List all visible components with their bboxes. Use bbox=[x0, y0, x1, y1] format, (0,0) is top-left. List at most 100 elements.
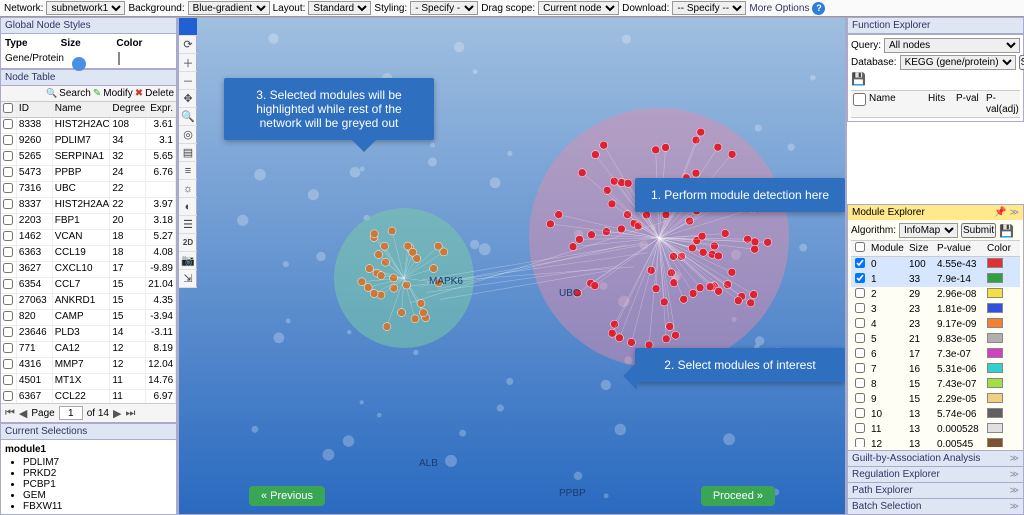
table-row[interactable]: 6354CCL71521.04 bbox=[1, 278, 176, 294]
module-checkbox[interactable] bbox=[855, 273, 865, 283]
list-item[interactable]: PRKD2 bbox=[23, 468, 172, 479]
module-checkbox[interactable] bbox=[855, 438, 865, 447]
row-checkbox[interactable] bbox=[3, 375, 13, 385]
color-swatch[interactable] bbox=[118, 52, 120, 65]
table-row[interactable]: 3627CXCL1017-9.89 bbox=[1, 262, 176, 278]
list-item[interactable]: PDLIM7 bbox=[23, 457, 172, 468]
module-row[interactable]: 2292.96e-08 bbox=[851, 287, 1020, 302]
proceed-button[interactable]: Proceed » bbox=[701, 486, 775, 506]
collapse-icon[interactable]: ≫ bbox=[1010, 207, 1019, 217]
table-row[interactable]: 27063ANKRD1154.35 bbox=[1, 294, 176, 310]
table-row[interactable]: 2203FBP1203.18 bbox=[1, 214, 176, 230]
module-row[interactable]: 10135.74e-06 bbox=[851, 407, 1020, 422]
table-row[interactable]: 4501MT1X1114.76 bbox=[1, 374, 176, 390]
row-checkbox[interactable] bbox=[3, 199, 13, 209]
module-checkbox[interactable] bbox=[855, 288, 865, 298]
last-page-button[interactable]: ⏭ bbox=[125, 407, 135, 420]
collapsed-panel[interactable]: Batch Selection≫ bbox=[847, 499, 1024, 515]
module-row[interactable]: 4239.17e-09 bbox=[851, 317, 1020, 332]
network-select[interactable]: subnetwork1 bbox=[46, 1, 125, 15]
module-checkbox[interactable] bbox=[855, 318, 865, 328]
previous-button[interactable]: « Previous bbox=[249, 486, 325, 506]
module-row[interactable]: 8157.43e-07 bbox=[851, 377, 1020, 392]
module-row[interactable]: 9152.29e-05 bbox=[851, 392, 1020, 407]
fe-select-all[interactable] bbox=[853, 93, 866, 106]
col-name[interactable]: Name bbox=[53, 102, 111, 117]
list-item[interactable]: GEM bbox=[23, 490, 172, 501]
module-checkbox[interactable] bbox=[855, 408, 865, 418]
row-checkbox[interactable] bbox=[3, 231, 13, 241]
col-degree[interactable]: Degree bbox=[110, 102, 146, 117]
search-button[interactable]: Search bbox=[46, 88, 91, 99]
row-checkbox[interactable] bbox=[3, 215, 13, 225]
table-row[interactable]: 6363CCL19184.08 bbox=[1, 246, 176, 262]
module-row[interactable]: 5219.83e-05 bbox=[851, 332, 1020, 347]
table-row[interactable]: 5265SERPINA1325.65 bbox=[1, 150, 176, 166]
prev-page-button[interactable]: ◀ bbox=[19, 407, 27, 420]
module-checkbox[interactable] bbox=[855, 303, 865, 313]
row-checkbox[interactable] bbox=[3, 311, 13, 321]
fe-submit-button[interactable]: Submit bbox=[1019, 55, 1024, 70]
table-row[interactable]: 8338HIST2H2AC1083.61 bbox=[1, 118, 176, 134]
select-all-checkbox[interactable] bbox=[3, 103, 13, 113]
row-checkbox[interactable] bbox=[3, 263, 13, 273]
col-expr[interactable]: Expr. bbox=[146, 102, 176, 117]
query-select[interactable]: All nodes bbox=[884, 38, 1020, 53]
layout-select[interactable]: Standard bbox=[308, 1, 371, 15]
table-row[interactable]: 6367CCL22116.97 bbox=[1, 390, 176, 403]
row-checkbox[interactable] bbox=[3, 295, 13, 305]
row-checkbox[interactable] bbox=[3, 247, 13, 257]
collapsed-panel[interactable]: Path Explorer≫ bbox=[847, 483, 1024, 499]
current-selections-header[interactable]: Current Selections bbox=[0, 423, 177, 440]
row-checkbox[interactable] bbox=[3, 183, 13, 193]
more-options-link[interactable]: More Options bbox=[749, 3, 809, 14]
table-row[interactable]: 820CAMP15-3.94 bbox=[1, 310, 176, 326]
list-item[interactable]: FBXW11 bbox=[23, 501, 172, 512]
col-id[interactable]: ID bbox=[17, 102, 53, 117]
node-table-header[interactable]: Node Table bbox=[0, 69, 177, 86]
modify-button[interactable]: Modify bbox=[93, 88, 133, 99]
help-icon[interactable]: ? bbox=[812, 2, 825, 15]
module-row[interactable]: 3231.81e-09 bbox=[851, 302, 1020, 317]
function-explorer-header[interactable]: Function Explorer bbox=[847, 17, 1024, 34]
module-checkbox[interactable] bbox=[855, 348, 865, 358]
table-row[interactable]: 8337HIST2H2AA3223.97 bbox=[1, 198, 176, 214]
download-select[interactable]: -- Specify -- bbox=[672, 1, 746, 15]
table-row[interactable]: 23646PLD314-3.11 bbox=[1, 326, 176, 342]
row-checkbox[interactable] bbox=[3, 327, 13, 337]
module-row[interactable]: 01004.55e-43 bbox=[851, 257, 1020, 272]
table-row[interactable]: 4316MMP71212.04 bbox=[1, 358, 176, 374]
network-canvas[interactable]: ⟳ ＋ － ✥ 🔍 ◎ ▤ ≡ ☼ ◐ ☰ 2D 📷 ⇲ MAPK6 UBC bbox=[178, 17, 846, 515]
row-checkbox[interactable] bbox=[3, 151, 13, 161]
module-checkbox[interactable] bbox=[855, 363, 865, 373]
module-checkbox[interactable] bbox=[855, 258, 865, 268]
row-checkbox[interactable] bbox=[3, 279, 13, 289]
table-row[interactable]: 5473PPBP246.76 bbox=[1, 166, 176, 182]
row-checkbox[interactable] bbox=[3, 391, 13, 401]
row-checkbox[interactable] bbox=[3, 359, 13, 369]
collapsed-panel[interactable]: Guilt-by-Association Analysis≫ bbox=[847, 451, 1024, 467]
styling-select[interactable]: - Specify - bbox=[410, 1, 478, 15]
module-row[interactable]: 1337.9e-14 bbox=[851, 272, 1020, 287]
collapsed-panel[interactable]: Regulation Explorer≫ bbox=[847, 467, 1024, 483]
row-checkbox[interactable] bbox=[3, 119, 13, 129]
drag-select[interactable]: Current node bbox=[538, 1, 619, 15]
row-checkbox[interactable] bbox=[3, 135, 13, 145]
table-row[interactable]: 7316UBC22 bbox=[1, 182, 176, 198]
module-row[interactable]: 6177.3e-07 bbox=[851, 347, 1020, 362]
me-submit-button[interactable]: Submit bbox=[961, 223, 996, 238]
module-checkbox[interactable] bbox=[855, 378, 865, 388]
me-save-icon[interactable]: 💾 bbox=[999, 224, 1014, 238]
db-select[interactable]: KEGG (gene/protein) bbox=[900, 55, 1016, 70]
table-row[interactable]: 9260PDLIM7343.1 bbox=[1, 134, 176, 150]
module-checkbox[interactable] bbox=[855, 423, 865, 433]
module-checkbox[interactable] bbox=[855, 333, 865, 343]
save-icon[interactable]: 💾 bbox=[851, 72, 866, 86]
global-node-styles-header[interactable]: Global Node Styles bbox=[0, 17, 177, 34]
next-page-button[interactable]: ▶ bbox=[113, 407, 121, 420]
row-checkbox[interactable] bbox=[3, 343, 13, 353]
pin-icon[interactable]: 📌 bbox=[994, 207, 1006, 218]
module-checkbox[interactable] bbox=[855, 393, 865, 403]
list-item[interactable]: PCBP1 bbox=[23, 479, 172, 490]
page-input[interactable] bbox=[59, 406, 83, 420]
